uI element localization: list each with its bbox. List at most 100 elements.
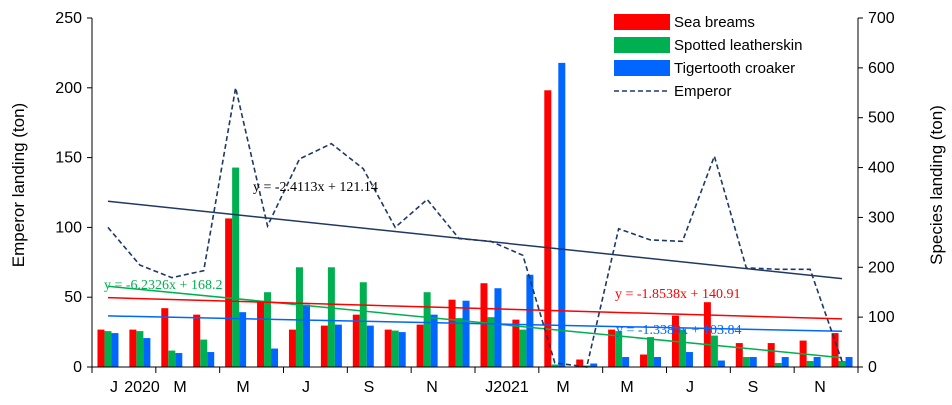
- bar-spotted-leatherskin-9: [359, 282, 367, 367]
- x-tick-label-5: J: [302, 379, 310, 396]
- x-tick-label-8: J2021: [485, 379, 529, 396]
- y-left-tick-label-100: 100: [55, 219, 82, 236]
- bar-spotted-leatherskin-23: [806, 361, 814, 367]
- bar-tigertooth-croaker-11: [430, 314, 438, 367]
- bar-tigertooth-croaker-20: [717, 360, 725, 367]
- bar-sea-breams-21: [735, 343, 743, 367]
- y-right-tick-label-0: 0: [868, 359, 877, 376]
- bar-tigertooth-croaker-15: [558, 62, 566, 368]
- bar-tigertooth-croaker-3: [175, 353, 183, 367]
- bar-tigertooth-croaker-8: [334, 324, 342, 367]
- x-tick-label-12: S: [748, 379, 759, 396]
- bar-tigertooth-croaker-22: [781, 357, 789, 367]
- bar-tigertooth-croaker-12: [462, 300, 470, 367]
- trendline-equation-2: y = -6.2326x + 168.2: [104, 278, 222, 293]
- bar-layer: [97, 62, 853, 368]
- bar-spotted-leatherskin-1: [104, 331, 112, 367]
- bar-sea-breams-12: [448, 299, 456, 367]
- bar-tigertooth-croaker-6: [271, 348, 279, 367]
- emperor-line: [107, 87, 843, 368]
- x-tick-label-4: M: [236, 379, 249, 396]
- legend-label-2: Spotted leatherskin: [674, 37, 802, 54]
- bar-tigertooth-croaker-4: [207, 352, 215, 367]
- bar-spotted-leatherskin-24: [838, 361, 846, 367]
- bar-spotted-leatherskin-8: [327, 267, 335, 367]
- bar-tigertooth-croaker-16: [590, 363, 598, 367]
- x-tick-label-7: N: [426, 379, 438, 396]
- bar-sea-breams-8: [320, 325, 328, 367]
- trendline-equations: y = -2.4113x + 121.14 y = -6.2326x + 168.…: [104, 180, 741, 338]
- bar-tigertooth-croaker-18: [654, 357, 662, 367]
- x-tick-label-13: N: [814, 379, 826, 396]
- y-right-tick-label-600: 600: [868, 60, 895, 77]
- bar-spotted-leatherskin-20: [710, 335, 718, 367]
- bar-tigertooth-croaker-7: [302, 304, 310, 367]
- bar-sea-breams-15: [544, 90, 552, 367]
- bar-sea-breams-22: [767, 343, 775, 367]
- bar-spotted-leatherskin-12: [455, 318, 463, 367]
- bar-sea-breams-5: [225, 218, 233, 367]
- bar-spotted-leatherskin-7: [295, 267, 303, 367]
- bar-sea-breams-6: [257, 300, 265, 367]
- trendline-3: [107, 296, 843, 320]
- x-tick-label-2: 2020: [124, 379, 160, 396]
- bar-spotted-leatherskin-22: [774, 363, 782, 367]
- emperor-line-layer: [107, 87, 843, 368]
- y-left-tick-label-250: 250: [55, 10, 82, 27]
- trendline-4: [107, 315, 843, 332]
- bar-spotted-leatherskin-11: [423, 292, 431, 367]
- y-left-tick-label-150: 150: [55, 150, 82, 167]
- y-left-tick-label-0: 0: [73, 359, 82, 376]
- bar-sea-breams-1: [97, 329, 105, 367]
- y-right-tick-label-700: 700: [868, 10, 895, 27]
- bar-spotted-leatherskin-21: [742, 357, 750, 367]
- bar-tigertooth-croaker-24: [845, 357, 853, 367]
- bar-spotted-leatherskin-10: [391, 330, 399, 367]
- bar-tigertooth-croaker-2: [143, 338, 151, 367]
- legend-label-1: Sea breams: [674, 14, 755, 31]
- bar-sea-breams-24: [831, 333, 839, 367]
- y-left-tick-label-200: 200: [55, 80, 82, 97]
- y-right-tick-label-100: 100: [868, 309, 895, 326]
- bar-sea-breams-13: [480, 283, 488, 367]
- bar-tigertooth-croaker-9: [366, 325, 374, 367]
- legend-swatch-1: [614, 14, 670, 30]
- y-right-tick-label-400: 400: [868, 160, 895, 177]
- x-tick-label-3: M: [173, 379, 186, 396]
- legend-swatch-3: [614, 60, 670, 76]
- y-right-tick-label-500: 500: [868, 110, 895, 127]
- bar-spotted-leatherskin-13: [487, 317, 495, 367]
- bar-spotted-leatherskin-19: [678, 329, 686, 367]
- bar-tigertooth-croaker-21: [749, 357, 757, 367]
- legend-swatch-2: [614, 37, 670, 53]
- bar-spotted-leatherskin-5: [232, 167, 240, 367]
- bar-sea-breams-10: [384, 329, 392, 367]
- trendline-equation-1: y = -2.4113x + 121.14: [253, 180, 378, 195]
- bar-sea-breams-9: [352, 314, 360, 367]
- bar-sea-breams-11: [416, 324, 424, 367]
- bar-sea-breams-4: [193, 314, 201, 367]
- x-tick-label-6: S: [364, 379, 375, 396]
- y-axis-right-title: Species landing (ton): [927, 105, 946, 265]
- bar-spotted-leatherskin-15: [551, 364, 559, 367]
- trendline-equation-4: y = -1.3389x + 103.84: [616, 323, 741, 338]
- x-tick-label-10: M: [620, 379, 633, 396]
- bar-sea-breams-14: [512, 319, 520, 367]
- bar-spotted-leatherskin-14: [519, 329, 527, 367]
- y-right-tick-label-300: 300: [868, 209, 895, 226]
- bar-tigertooth-croaker-14: [526, 274, 534, 367]
- bar-spotted-leatherskin-3: [168, 350, 176, 367]
- bar-spotted-leatherskin-6: [264, 292, 272, 367]
- bar-sea-breams-2: [129, 329, 137, 367]
- x-tick-label-1: J: [110, 379, 118, 396]
- trendline-equation-3: y = -1.8538x + 140.91: [615, 287, 740, 302]
- bar-tigertooth-croaker-23: [813, 357, 821, 367]
- bar-spotted-leatherskin-17: [615, 331, 623, 367]
- x-tick-label-9: M: [556, 379, 569, 396]
- legend-label-4: Emperor: [674, 83, 732, 100]
- legend-label-3: Tigertooth croaker: [674, 60, 795, 77]
- bar-spotted-leatherskin-4: [200, 339, 208, 367]
- bar-tigertooth-croaker-5: [239, 312, 247, 367]
